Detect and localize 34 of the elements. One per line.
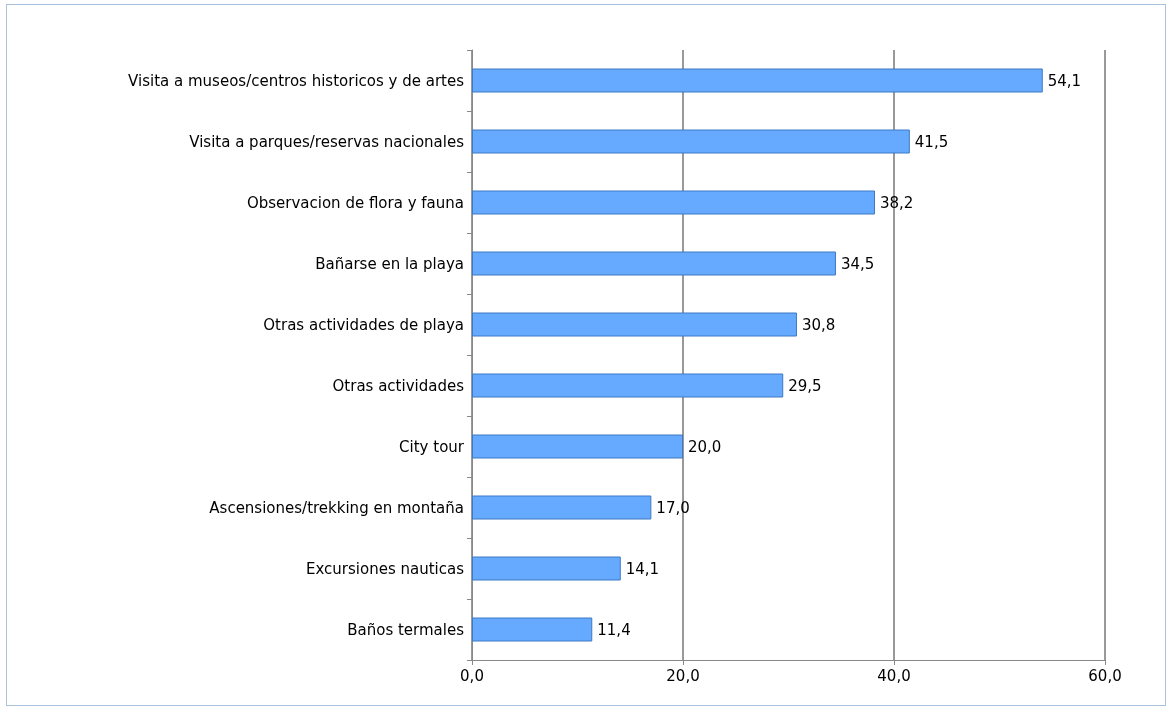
y-tick-label: Observacion de flora y fauna bbox=[246, 193, 464, 212]
y-tick-label: Otras actividades bbox=[332, 376, 465, 395]
bar bbox=[472, 617, 593, 642]
bar bbox=[472, 434, 683, 459]
data-label: 17,0 bbox=[656, 498, 690, 517]
bar bbox=[472, 129, 910, 154]
data-label: 11,4 bbox=[597, 620, 631, 639]
data-label: 20,0 bbox=[688, 437, 722, 456]
x-tick-label: 60,0 bbox=[1088, 666, 1122, 685]
y-tick-label: Excursiones nauticas bbox=[306, 559, 465, 578]
data-label: 54,1 bbox=[1047, 71, 1082, 90]
data-label: 38,2 bbox=[880, 193, 914, 212]
data-label: 41,5 bbox=[914, 132, 949, 151]
bar bbox=[472, 373, 784, 398]
x-tick-label: 20,0 bbox=[666, 666, 700, 685]
y-tick-label: Visita a parques/reservas nacionales bbox=[189, 132, 465, 151]
bar bbox=[472, 68, 1043, 93]
data-label: 14,1 bbox=[625, 559, 660, 578]
y-tick-label: Baños termales bbox=[347, 620, 465, 639]
y-tick-label: Ascensiones/trekking en montaña bbox=[209, 498, 464, 517]
x-tick-label: 40,0 bbox=[877, 666, 911, 685]
bar bbox=[472, 556, 621, 581]
bar bbox=[472, 495, 652, 520]
y-tick-label: City tour bbox=[399, 437, 465, 456]
x-tick-label: 0,0 bbox=[460, 666, 484, 685]
bar bbox=[472, 251, 836, 276]
data-label: 29,5 bbox=[788, 376, 822, 395]
data-label: 34,5 bbox=[840, 254, 875, 273]
bar bbox=[472, 190, 876, 215]
y-tick-label: Bañarse en la playa bbox=[315, 254, 464, 273]
y-tick-label: Otras actividades de playa bbox=[263, 315, 464, 334]
y-tick-label: Visita a museos/centros historicos y de artes bbox=[128, 71, 465, 90]
data-label: 30,8 bbox=[801, 315, 836, 334]
bar bbox=[472, 312, 797, 337]
